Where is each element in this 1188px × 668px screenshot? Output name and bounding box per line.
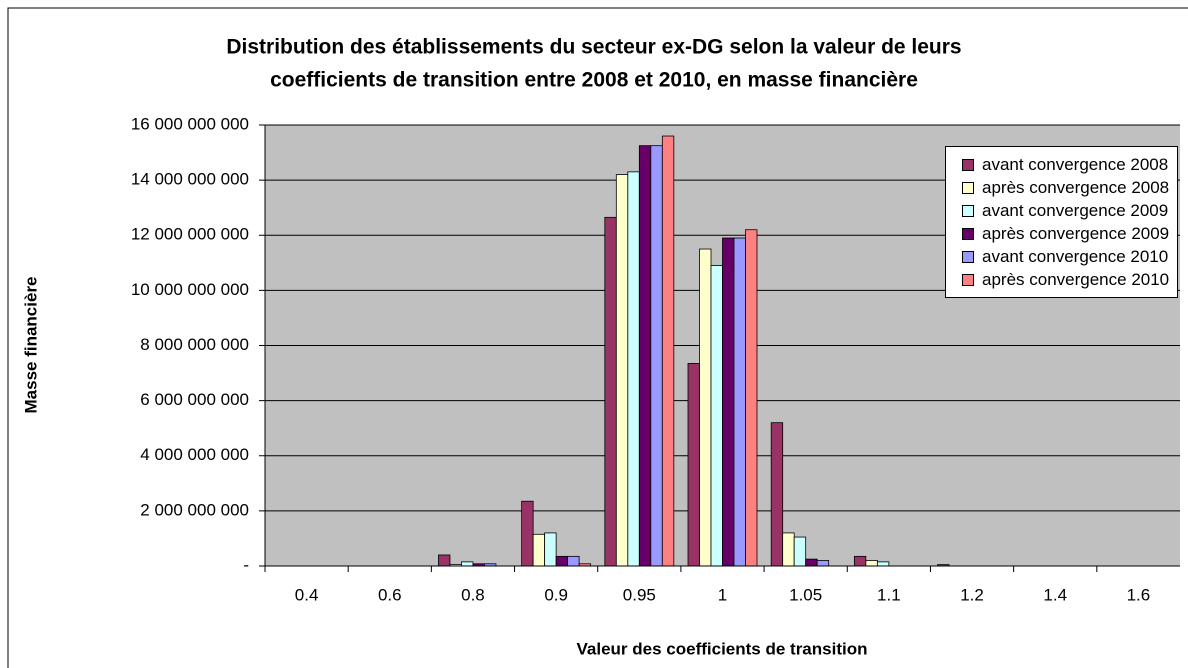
chart-title: Distribution des établissements du secte… (226, 36, 961, 59)
legend-swatch (962, 205, 974, 217)
legend: avant convergence 2008 après convergence … (945, 146, 1178, 298)
legend-label: avant convergence 2008 (982, 155, 1169, 174)
y-tick-label: 10 000 000 000 (131, 280, 249, 299)
bar (733, 237, 746, 567)
bar (745, 229, 758, 567)
x-tick-label: 0.4 (295, 585, 319, 604)
legend-label: après convergence 2008 (982, 178, 1170, 197)
bar (710, 265, 723, 567)
y-tick-label: 12 000 000 000 (131, 225, 249, 244)
legend-swatch (962, 274, 974, 286)
bar (555, 555, 569, 567)
legend-item: après convergence 2010 (950, 268, 1173, 291)
bar (532, 533, 546, 567)
bar (770, 422, 784, 567)
bar (805, 558, 818, 567)
x-tick-label: 1.2 (960, 585, 984, 604)
bar (627, 171, 640, 567)
y-axis-label: Masse financière (21, 276, 40, 413)
bar (461, 561, 474, 567)
bar (521, 500, 534, 567)
bar (615, 174, 629, 567)
bar (816, 560, 830, 567)
legend-swatch (962, 182, 974, 194)
bar (722, 237, 735, 567)
bar (865, 560, 878, 567)
bar (604, 216, 617, 567)
x-tick-label: 0.8 (461, 585, 485, 604)
y-tick-label: - (243, 555, 249, 574)
legend-item: après convergence 2009 (950, 222, 1173, 245)
x-tick-label: 0.6 (378, 585, 402, 604)
legend-swatch (962, 251, 974, 263)
y-tick-label: 8 000 000 000 (140, 335, 249, 354)
legend-item: avant convergence 2010 (950, 245, 1173, 268)
bar (699, 248, 712, 567)
x-tick-label: 1.6 (1127, 585, 1151, 604)
bar (567, 555, 580, 567)
legend-label: avant convergence 2010 (982, 247, 1169, 266)
y-tick-label: 2 000 000 000 (140, 500, 249, 519)
legend-item: après convergence 2008 (950, 176, 1173, 199)
x-axis-label: Valeur des coefficients de transition (577, 639, 868, 658)
legend-swatch (962, 159, 974, 171)
x-tick-label: 1 (718, 585, 727, 604)
chart-title: coefficients de transition entre 2008 et… (270, 69, 918, 92)
bar (544, 532, 557, 567)
bar (638, 145, 652, 567)
bar (793, 536, 807, 567)
legend-item: avant convergence 2009 (950, 199, 1173, 222)
x-tick-label: 1.05 (789, 585, 822, 604)
y-tick-label: 6 000 000 000 (140, 390, 249, 409)
y-tick-label: 14 000 000 000 (131, 170, 249, 189)
x-tick-label: 0.9 (544, 585, 568, 604)
bar (782, 532, 795, 567)
bar (650, 145, 663, 567)
bar (853, 555, 867, 567)
bar (876, 561, 890, 567)
legend-label: avant convergence 2009 (982, 201, 1169, 220)
bar (438, 554, 451, 567)
y-tick-label: 4 000 000 000 (140, 445, 249, 464)
legend-item: avant convergence 2008 (950, 153, 1173, 176)
x-tick-label: 1.1 (877, 585, 901, 604)
legend-label: après convergence 2009 (982, 224, 1170, 243)
legend-label: après convergence 2010 (982, 270, 1170, 289)
y-tick-label: 16 000 000 000 (131, 114, 249, 133)
legend-swatch (962, 228, 974, 240)
x-tick-label: 0.95 (623, 585, 656, 604)
x-tick-label: 1.4 (1043, 585, 1067, 604)
bar (687, 363, 700, 567)
bar (661, 135, 675, 567)
